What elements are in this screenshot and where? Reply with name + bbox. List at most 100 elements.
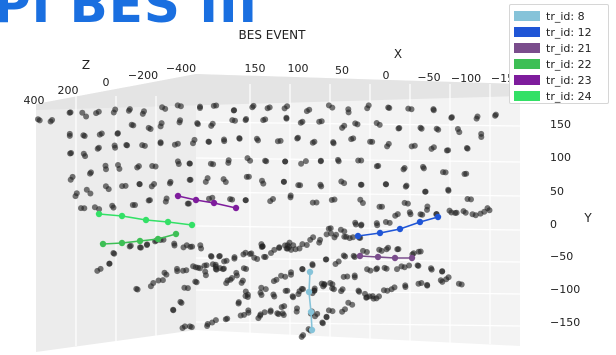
- track-point: [154, 235, 162, 243]
- hit-point: [163, 271, 170, 278]
- hit-point: [344, 273, 351, 280]
- hit-point: [209, 120, 216, 127]
- hit-point: [157, 139, 164, 146]
- hit-point: [355, 287, 362, 294]
- hit-point: [94, 267, 101, 274]
- hit-point: [408, 143, 415, 150]
- hit-point: [231, 107, 238, 114]
- hit-point: [110, 250, 117, 256]
- hit-point: [271, 293, 278, 300]
- hit-point: [445, 187, 452, 194]
- hit-point: [442, 169, 449, 176]
- hit-point: [177, 298, 184, 305]
- tick-label: −50: [550, 250, 573, 263]
- track-point: [172, 230, 180, 238]
- hit-point: [439, 268, 446, 275]
- hit-point: [363, 249, 370, 255]
- hit-point: [197, 105, 203, 111]
- hit-point: [316, 118, 323, 125]
- hit-point: [297, 119, 304, 126]
- hit-point: [281, 105, 288, 112]
- hit-point: [323, 314, 330, 321]
- tick-label: 200: [58, 84, 79, 97]
- hit-point: [420, 163, 426, 170]
- hit-point: [66, 130, 73, 137]
- hit-point: [282, 158, 289, 165]
- hit-point: [181, 323, 188, 330]
- z-tick-labels: 400 200 0 −200 −400: [24, 62, 197, 107]
- hit-point: [255, 137, 261, 144]
- hit-point: [376, 121, 383, 128]
- hit-point: [208, 253, 215, 260]
- tick-label: −400: [166, 62, 196, 75]
- hit-point: [295, 291, 302, 298]
- hit-point: [287, 192, 294, 199]
- hit-point: [293, 308, 300, 315]
- hit-point: [414, 262, 421, 269]
- track-line: [308, 271, 313, 331]
- x-axis-label: X: [394, 47, 402, 61]
- hit-point: [189, 243, 196, 250]
- hit-point: [206, 138, 212, 145]
- tick-label: 50: [335, 64, 349, 77]
- hit-point: [428, 265, 434, 272]
- top-pane: [36, 74, 520, 110]
- back-pane: [196, 74, 520, 346]
- hit-point: [395, 246, 402, 253]
- hit-point: [67, 176, 74, 183]
- track-point: [374, 253, 382, 261]
- hit-point: [279, 310, 286, 317]
- hit-point: [406, 209, 413, 216]
- hit-point: [373, 266, 380, 273]
- tick-label: 100: [550, 151, 571, 164]
- legend-label: tr_id: 23: [546, 73, 592, 87]
- hit-point: [433, 125, 440, 132]
- hit-point: [473, 115, 480, 122]
- hit-point: [216, 253, 223, 259]
- hit-point: [259, 177, 265, 184]
- legend-item: tr_id: 24: [514, 88, 604, 104]
- hit-point: [270, 278, 277, 285]
- hit-point: [405, 105, 412, 112]
- y-tick-labels: 150 100 50 0 −50 −100 −150: [550, 118, 580, 329]
- hit-point: [112, 106, 119, 113]
- tracks: [95, 192, 442, 334]
- hit-point: [213, 266, 220, 273]
- legend-item: tr_id: 21: [514, 40, 604, 56]
- hit-point: [203, 262, 210, 269]
- legend-label: tr_id: 22: [546, 57, 592, 71]
- hit-point: [185, 200, 192, 207]
- hit-point: [448, 114, 455, 121]
- track-series: [354, 213, 442, 240]
- hit-point: [362, 290, 368, 297]
- legend-swatch: [514, 43, 540, 53]
- hit-point: [235, 299, 242, 306]
- track-point: [118, 212, 126, 220]
- hit-point: [122, 182, 129, 189]
- hit-point: [209, 319, 216, 326]
- hit-point: [330, 139, 337, 146]
- hit-point: [141, 108, 147, 115]
- track-point: [174, 192, 182, 200]
- chart-title: BES EVENT: [239, 28, 307, 42]
- hit-point: [300, 332, 307, 339]
- hit-point: [290, 242, 297, 249]
- hit-point: [233, 269, 240, 276]
- hit-point: [167, 178, 174, 185]
- hit-point: [422, 188, 429, 195]
- hit-point: [311, 287, 318, 294]
- track-point: [434, 213, 442, 221]
- hit-point: [280, 178, 287, 185]
- track-point: [391, 254, 399, 262]
- hit-point: [443, 147, 450, 154]
- hit-point: [410, 250, 417, 257]
- background-hits: [35, 102, 499, 340]
- legend-label: tr_id: 24: [546, 89, 592, 103]
- hit-point: [159, 104, 166, 111]
- hit-point: [358, 221, 365, 228]
- track-line: [359, 255, 412, 259]
- hit-point: [464, 196, 471, 202]
- hit-point: [382, 181, 389, 188]
- hit-point: [406, 262, 413, 269]
- tick-label: −100: [451, 72, 481, 85]
